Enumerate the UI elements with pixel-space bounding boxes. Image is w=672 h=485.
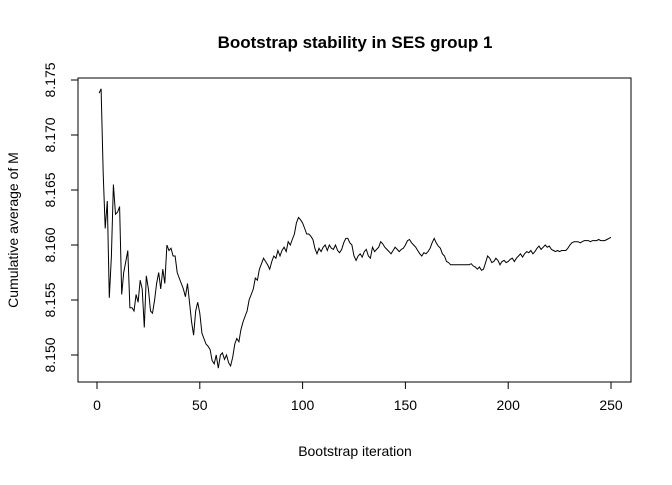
y-tick-label: 8.165: [42, 172, 58, 207]
y-tick-label: 8.155: [42, 282, 58, 317]
x-tick-label: 250: [599, 397, 623, 413]
x-tick-label: 150: [394, 397, 418, 413]
y-tick-label: 8.170: [42, 117, 58, 152]
data-line: [98, 88, 612, 369]
y-tick-label: 8.150: [42, 337, 58, 372]
x-tick-label: 200: [497, 397, 521, 413]
plot-box: [77, 77, 632, 383]
y-tick-label: 8.160: [42, 227, 58, 262]
x-tick-label: 100: [291, 397, 315, 413]
x-axis: 0 50 100 150 200 250: [93, 381, 623, 413]
x-tick-label: 0: [93, 397, 101, 413]
x-axis-label: Bootstrap iteration: [298, 443, 412, 459]
x-tick-label: 50: [192, 397, 208, 413]
y-axis-label: Cumulative average of M: [5, 152, 21, 308]
chart-title: Bootstrap stability in SES group 1: [218, 33, 493, 52]
y-axis: 8.150 8.155 8.160 8.165 8.170 8.175: [42, 62, 78, 373]
y-tick-label: 8.175: [42, 62, 58, 97]
